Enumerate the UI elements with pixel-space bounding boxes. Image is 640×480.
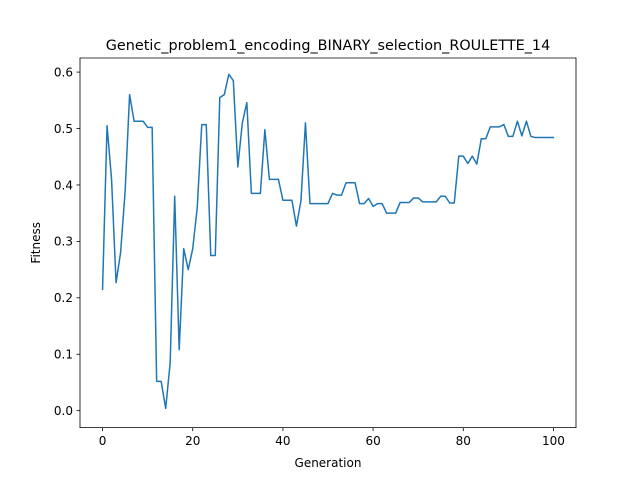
x-tick-label: 100 (542, 434, 565, 448)
axes-frame (79, 57, 577, 429)
y-tick-label: 0.4 (54, 178, 73, 192)
y-axis-ticks: 0.0 0.1 0.2 0.3 0.4 0.5 0.6 (54, 65, 80, 418)
x-tick-label: 20 (185, 434, 200, 448)
series-line (101, 73, 555, 410)
x-tick-label: 60 (365, 434, 380, 448)
y-tick-label: 0.6 (54, 65, 73, 79)
x-tick-label: 40 (275, 434, 290, 448)
y-tick-label: 0.1 (54, 348, 73, 362)
y-tick-label: 0.2 (54, 291, 73, 305)
x-tick-label: 80 (456, 434, 471, 448)
y-tick-label: 0.0 (54, 404, 73, 418)
y-tick-label: 0.3 (54, 235, 73, 249)
x-tick-label: 0 (99, 434, 107, 448)
series-layer (101, 73, 555, 410)
y-tick-label: 0.5 (54, 122, 73, 136)
chart-title: Genetic_problem1_encoding_BINARY_selecti… (106, 38, 550, 54)
plot-area (80, 58, 576, 428)
x-axis-label: Generation (295, 456, 362, 470)
y-axis-label: Fitness (29, 222, 43, 264)
x-axis-ticks: 0 20 40 60 80 100 (99, 427, 565, 448)
